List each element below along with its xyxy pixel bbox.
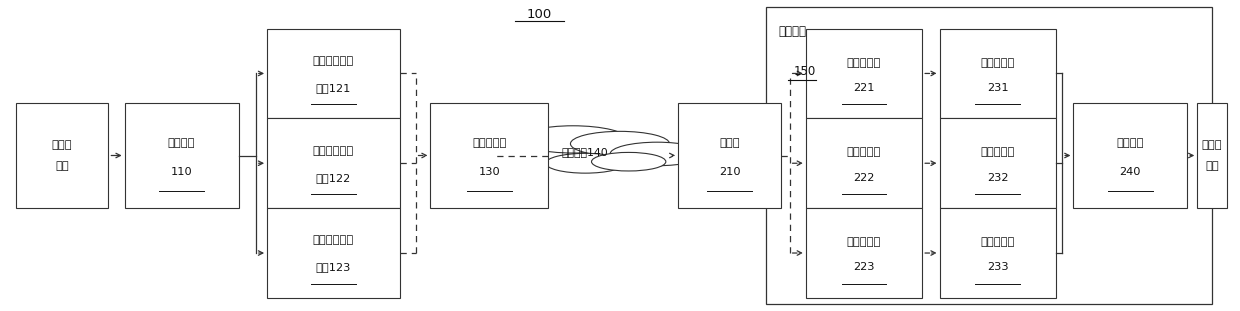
Text: 221: 221 xyxy=(853,83,874,93)
FancyBboxPatch shape xyxy=(678,103,781,208)
Circle shape xyxy=(479,139,588,166)
Text: 第二激光产生: 第二激光产生 xyxy=(312,146,353,156)
Text: 数据输: 数据输 xyxy=(52,140,72,150)
FancyBboxPatch shape xyxy=(1074,103,1187,208)
Text: 210: 210 xyxy=(719,167,740,177)
Text: 150: 150 xyxy=(794,65,816,78)
Text: 100: 100 xyxy=(527,8,552,21)
Text: 调制装置: 调制装置 xyxy=(167,138,195,148)
FancyBboxPatch shape xyxy=(940,29,1056,118)
FancyBboxPatch shape xyxy=(267,208,399,298)
Text: 第三滤光片: 第三滤光片 xyxy=(847,237,882,247)
Text: 第二滤光片: 第二滤光片 xyxy=(847,147,882,157)
FancyBboxPatch shape xyxy=(766,7,1211,304)
Text: 240: 240 xyxy=(1120,167,1141,177)
Circle shape xyxy=(610,142,704,166)
Circle shape xyxy=(456,146,546,168)
Circle shape xyxy=(591,152,666,171)
Circle shape xyxy=(518,126,627,153)
Text: 出端: 出端 xyxy=(1205,161,1219,171)
Circle shape xyxy=(570,131,670,156)
FancyBboxPatch shape xyxy=(1197,103,1226,208)
FancyBboxPatch shape xyxy=(806,208,923,298)
Text: 110: 110 xyxy=(171,167,192,177)
Text: 解调装置: 解调装置 xyxy=(1116,138,1145,148)
Text: 第一滤光片: 第一滤光片 xyxy=(847,58,882,68)
Text: 第二检测器: 第二检测器 xyxy=(981,147,1016,157)
FancyBboxPatch shape xyxy=(267,29,399,118)
Text: 接收装置: 接收装置 xyxy=(779,25,806,38)
Text: 第一激光产生: 第一激光产生 xyxy=(312,56,353,66)
Text: 入端: 入端 xyxy=(55,161,69,171)
Text: 分束器: 分束器 xyxy=(719,138,740,148)
Text: 第三检测器: 第三检测器 xyxy=(981,237,1016,247)
Text: 130: 130 xyxy=(479,167,500,177)
FancyBboxPatch shape xyxy=(940,118,1056,208)
Text: 222: 222 xyxy=(853,173,874,183)
FancyBboxPatch shape xyxy=(430,103,548,208)
Text: 数据输: 数据输 xyxy=(1202,140,1223,150)
Text: 231: 231 xyxy=(987,83,1008,93)
Text: 第三激光产生: 第三激光产生 xyxy=(312,235,353,245)
Text: 233: 233 xyxy=(987,262,1008,272)
FancyBboxPatch shape xyxy=(940,208,1056,298)
Circle shape xyxy=(546,153,625,173)
Text: 光调节装置: 光调节装置 xyxy=(472,138,506,148)
Text: 223: 223 xyxy=(853,262,874,272)
Text: 装置123: 装置123 xyxy=(315,262,351,272)
Text: 装置121: 装置121 xyxy=(315,83,351,93)
Text: 第一检测器: 第一检测器 xyxy=(981,58,1016,68)
FancyBboxPatch shape xyxy=(806,118,923,208)
Text: 232: 232 xyxy=(987,173,1008,183)
FancyBboxPatch shape xyxy=(806,29,923,118)
FancyBboxPatch shape xyxy=(124,103,238,208)
FancyBboxPatch shape xyxy=(16,103,108,208)
Text: 传输介质140: 传输介质140 xyxy=(562,147,609,157)
FancyBboxPatch shape xyxy=(267,118,399,208)
Text: 装置122: 装置122 xyxy=(316,173,351,183)
